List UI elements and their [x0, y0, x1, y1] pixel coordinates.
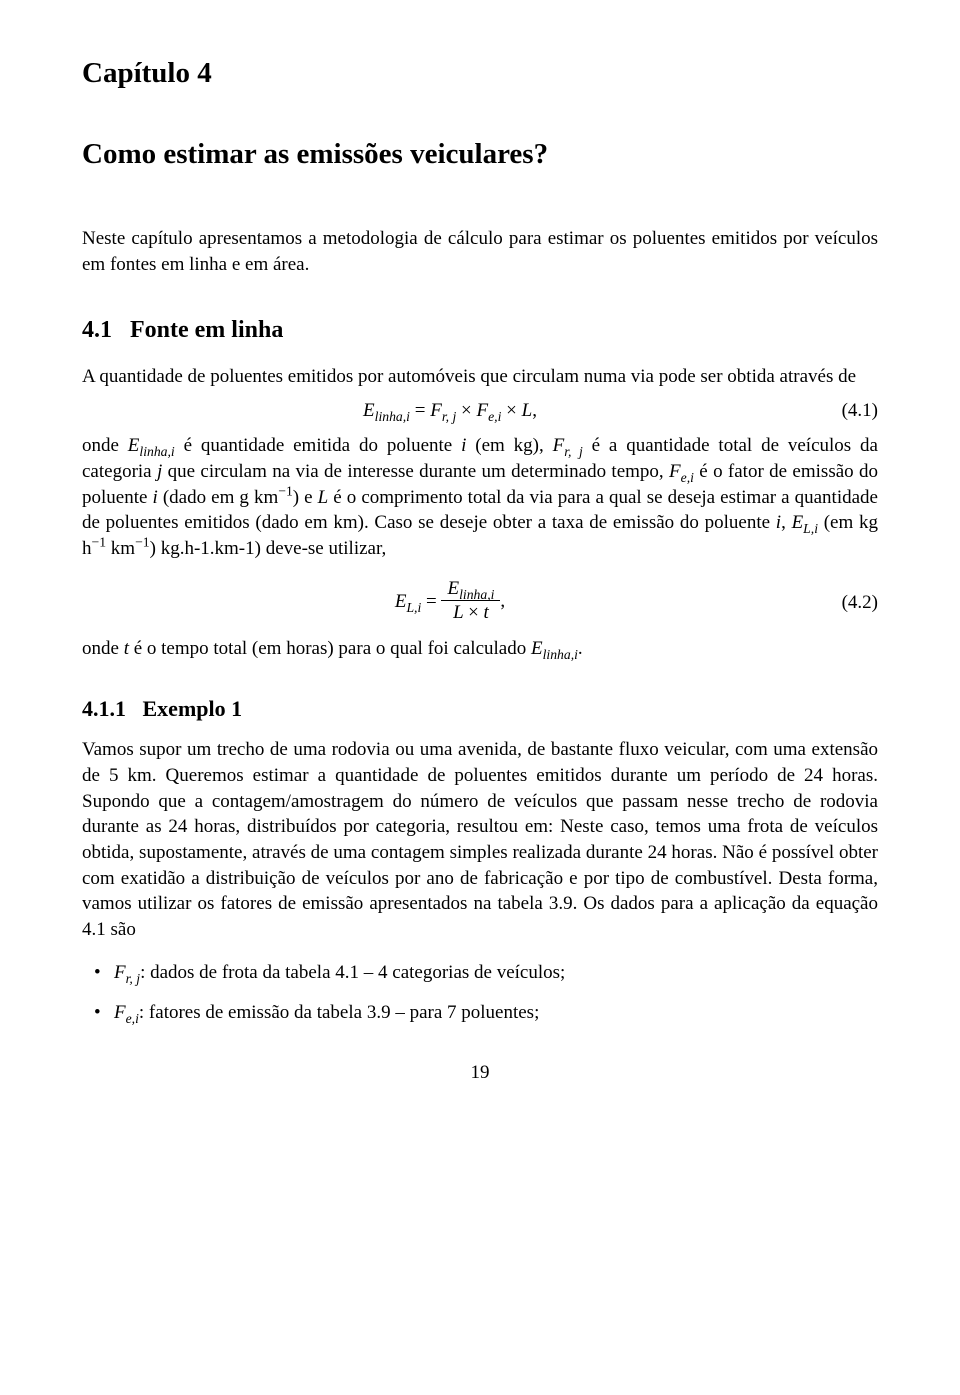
equation-4-2: EL,i = Elinha,iL × t, (4.2) — [82, 579, 878, 626]
list-item: Fe,i: fatores de emissão da tabela 3.9 –… — [114, 1000, 878, 1026]
page-number: 19 — [82, 1060, 878, 1086]
equation-4-1: Elinha,i = Fr, j × Fe,i × L, (4.1) — [82, 398, 878, 424]
section-4-1-1-heading: 4.1.1 Exemplo 1 — [82, 694, 878, 724]
subsection-title-text: Exemplo 1 — [143, 696, 243, 721]
section-4-1-heading: 4.1 Fonte em linha — [82, 314, 878, 346]
subsection-number: 4.1.1 — [82, 696, 126, 721]
equation-4-1-number: (4.1) — [818, 398, 878, 424]
equation-4-1-body: Elinha,i = Fr, j × Fe,i × L, — [82, 398, 818, 424]
intro-paragraph: Neste capítulo apresentamos a metodologi… — [82, 226, 878, 277]
equation-4-2-numerator: Elinha,i — [441, 579, 500, 601]
list-item: Fr, j: dados de frota da tabela 4.1 – 4 … — [114, 960, 878, 986]
equation-4-2-body: EL,i = Elinha,iL × t, — [82, 579, 818, 626]
equation-4-2-lhs: EL,i = — [395, 591, 442, 612]
section-title-text: Fonte em linha — [130, 317, 283, 343]
chapter-title: Como estimar as emissões veiculares? — [82, 135, 878, 174]
chapter-label: Capítulo 4 — [82, 54, 878, 93]
equation-4-2-tail: , — [500, 591, 505, 612]
section-4-1-p3: onde t é o tempo total (em horas) para o… — [82, 636, 878, 662]
section-4-1-p2: onde Elinha,i é quantidade emitida do po… — [82, 433, 878, 561]
section-4-1-p1: A quantidade de poluentes emitidos por a… — [82, 364, 878, 390]
equation-4-2-fraction: Elinha,iL × t — [441, 579, 500, 626]
equation-4-2-denominator: L × t — [441, 601, 500, 626]
equation-4-2-number: (4.2) — [818, 590, 878, 616]
section-4-1-1-p1: Vamos supor um trecho de uma rodovia ou … — [82, 737, 878, 942]
section-number: 4.1 — [82, 317, 112, 343]
bullet-list: Fr, j: dados de frota da tabela 4.1 – 4 … — [82, 960, 878, 1025]
